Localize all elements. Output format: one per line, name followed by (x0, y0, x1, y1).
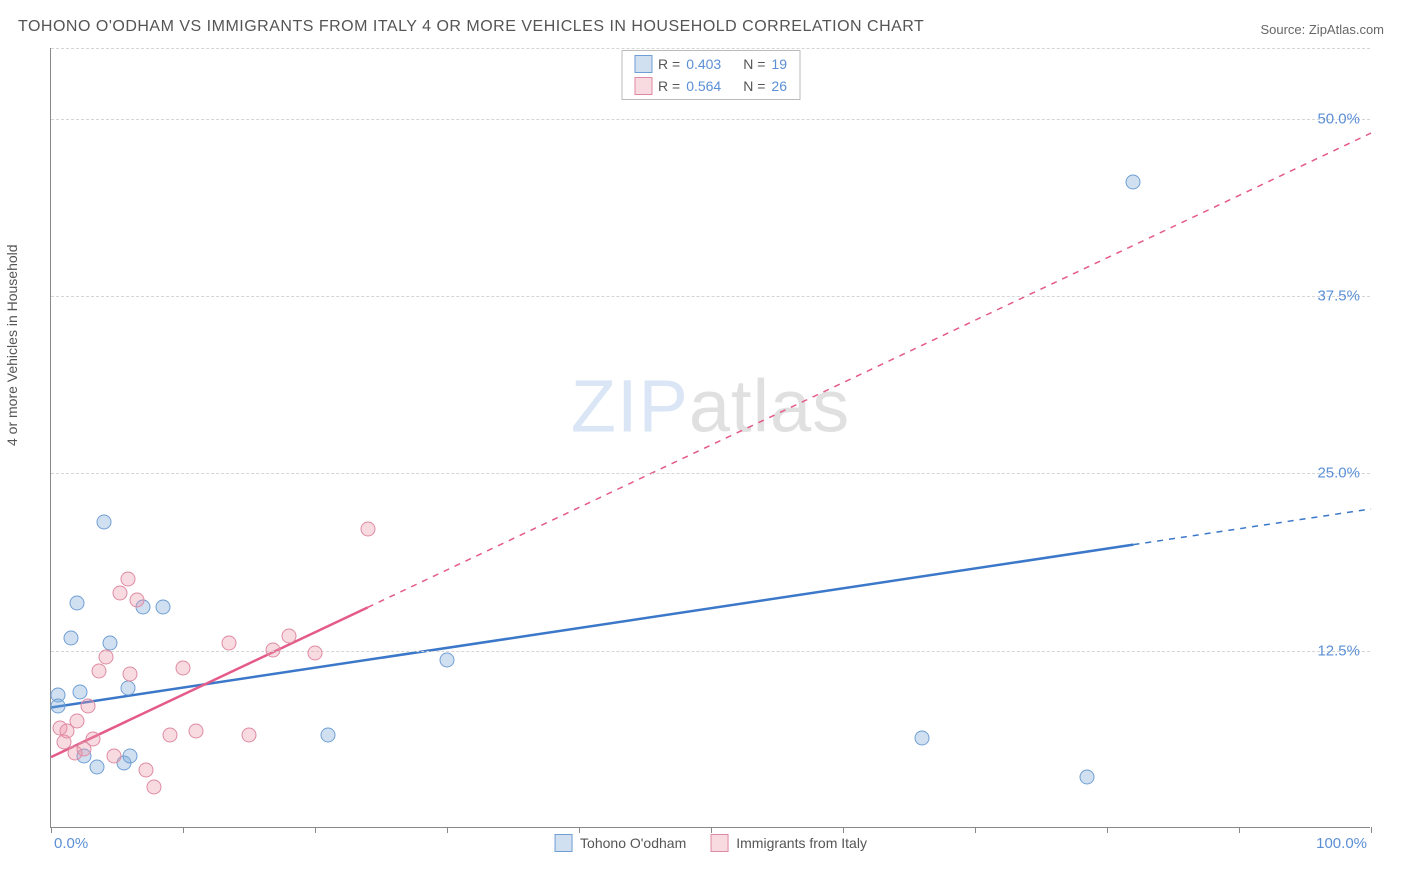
r-value: 0.403 (686, 56, 721, 72)
data-point (123, 749, 138, 764)
y-tick-label: 25.0% (1317, 465, 1360, 482)
n-value: 19 (771, 56, 787, 72)
data-point (1126, 174, 1141, 189)
data-point (308, 645, 323, 660)
data-point (86, 732, 101, 747)
n-label: N = (743, 78, 765, 94)
data-point (96, 515, 111, 530)
x-tick (315, 827, 316, 833)
x-tick (183, 827, 184, 833)
x-tick (447, 827, 448, 833)
x-tick (843, 827, 844, 833)
data-point (99, 649, 114, 664)
gridline (51, 119, 1370, 120)
regression-line (51, 545, 1133, 708)
y-tick-label: 37.5% (1317, 288, 1360, 305)
gridline (51, 296, 1370, 297)
data-point (139, 763, 154, 778)
data-point (189, 723, 204, 738)
x-max-label: 100.0% (1316, 835, 1367, 852)
data-point (63, 631, 78, 646)
source-credit: Source: ZipAtlas.com (1260, 22, 1384, 37)
data-point (146, 780, 161, 795)
data-point (156, 600, 171, 615)
legend-swatch (554, 834, 572, 852)
regression-line-extrapolated (368, 133, 1371, 607)
legend-swatch (634, 55, 652, 73)
gridline (51, 473, 1370, 474)
r-value: 0.564 (686, 78, 721, 94)
stats-legend: R = 0.403 N = 19 R = 0.564 N = 26 (621, 50, 800, 100)
gridline (51, 651, 1370, 652)
stats-legend-row: R = 0.564 N = 26 (622, 75, 799, 97)
chart-title: TOHONO O'ODHAM VS IMMIGRANTS FROM ITALY … (18, 18, 924, 36)
data-point (281, 628, 296, 643)
legend-swatch (710, 834, 728, 852)
x-tick (975, 827, 976, 833)
regression-lines (51, 48, 1370, 827)
n-value: 26 (771, 78, 787, 94)
data-point (440, 652, 455, 667)
data-point (1080, 770, 1095, 785)
data-point (107, 749, 122, 764)
data-point (915, 730, 930, 745)
correlation-chart: TOHONO O'ODHAM VS IMMIGRANTS FROM ITALY … (0, 0, 1406, 892)
plot-area: ZIPatlas R = 0.403N = 19R = 0.564N = 26 … (50, 48, 1370, 828)
data-point (120, 571, 135, 586)
data-point (80, 699, 95, 714)
data-point (73, 685, 88, 700)
data-point (222, 635, 237, 650)
data-point (123, 666, 138, 681)
data-point (90, 760, 105, 775)
legend-swatch (634, 77, 652, 95)
r-label: R = (658, 78, 680, 94)
data-point (70, 595, 85, 610)
x-tick (1371, 827, 1372, 833)
data-point (50, 699, 65, 714)
series-legend-item: Immigrants from Italy (710, 834, 867, 852)
gridline (51, 48, 1370, 49)
data-point (103, 635, 118, 650)
data-point (120, 681, 135, 696)
data-point (242, 727, 257, 742)
x-min-label: 0.0% (54, 835, 88, 852)
stats-legend-row: R = 0.403 N = 19 (622, 53, 799, 75)
data-point (321, 727, 336, 742)
data-point (91, 664, 106, 679)
series-name: Immigrants from Italy (736, 835, 867, 851)
x-tick (1107, 827, 1108, 833)
x-tick (711, 827, 712, 833)
data-point (112, 586, 127, 601)
regression-line-extrapolated (1133, 509, 1371, 545)
y-axis-label: 4 or more Vehicles in Household (4, 244, 20, 446)
data-point (129, 593, 144, 608)
series-legend-item: Tohono O'odham (554, 834, 686, 852)
r-label: R = (658, 56, 680, 72)
y-tick-label: 50.0% (1317, 110, 1360, 127)
x-tick (1239, 827, 1240, 833)
data-point (265, 642, 280, 657)
y-tick-label: 12.5% (1317, 642, 1360, 659)
data-point (162, 727, 177, 742)
x-tick (579, 827, 580, 833)
x-tick (51, 827, 52, 833)
series-name: Tohono O'odham (580, 835, 686, 851)
data-point (360, 522, 375, 537)
series-legend: Tohono O'odham Immigrants from Italy (554, 834, 867, 852)
data-point (176, 661, 191, 676)
data-point (70, 713, 85, 728)
n-label: N = (743, 56, 765, 72)
